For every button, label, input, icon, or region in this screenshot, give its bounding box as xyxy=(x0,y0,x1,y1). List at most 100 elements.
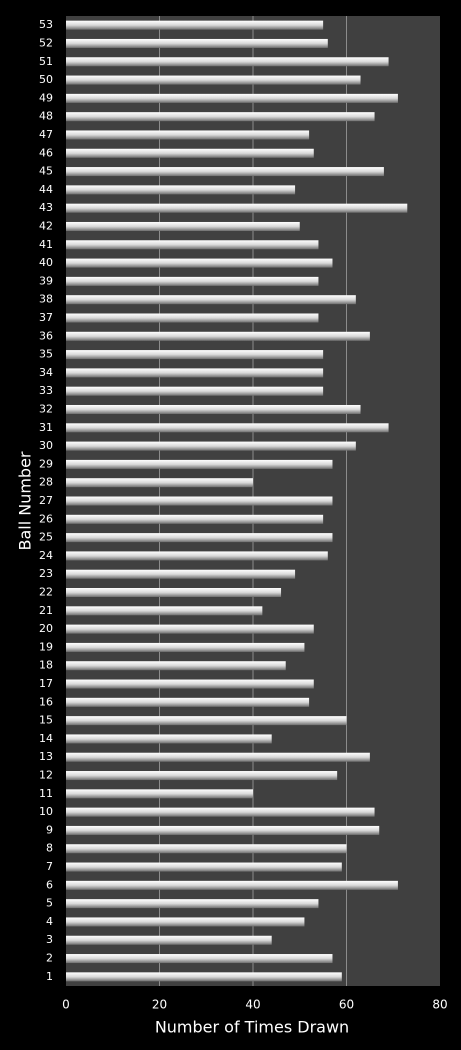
y-tick-label: 27 xyxy=(39,494,53,507)
bar xyxy=(66,789,253,799)
y-tick-label: 49 xyxy=(39,91,53,104)
y-tick-label: 46 xyxy=(39,146,53,159)
y-tick-label: 45 xyxy=(39,165,53,178)
bar xyxy=(66,862,342,872)
bar xyxy=(66,112,375,122)
y-tick-label: 52 xyxy=(39,36,53,49)
y-axis-title: Ball Number xyxy=(16,451,35,550)
y-tick-label: 44 xyxy=(39,183,53,196)
y-tick-label: 30 xyxy=(39,439,53,452)
bar xyxy=(66,331,370,341)
bar xyxy=(66,917,305,927)
bar xyxy=(66,551,328,561)
y-tick-label: 15 xyxy=(39,714,53,727)
y-tick-label: 24 xyxy=(39,549,53,562)
y-tick-label: 43 xyxy=(39,201,53,214)
bar xyxy=(66,386,324,396)
y-tick-label: 8 xyxy=(46,842,53,855)
bar xyxy=(66,258,333,268)
bar xyxy=(66,954,333,964)
bar xyxy=(66,606,263,616)
y-tick-label: 39 xyxy=(39,274,53,287)
bar xyxy=(66,478,253,488)
bar xyxy=(66,295,356,305)
bar xyxy=(66,844,347,854)
x-tick-label: 20 xyxy=(152,998,167,1012)
y-tick-label: 22 xyxy=(39,586,53,599)
bar xyxy=(66,825,380,835)
y-tick-label: 2 xyxy=(46,952,53,965)
y-tick-label: 19 xyxy=(39,640,53,653)
y-tick-label: 31 xyxy=(39,421,53,434)
bar xyxy=(66,880,398,890)
y-tick-label: 37 xyxy=(39,311,53,324)
y-tick-label: 42 xyxy=(39,219,53,232)
bar xyxy=(66,514,324,524)
y-tick-label: 14 xyxy=(39,732,53,745)
bar xyxy=(66,771,338,781)
x-tick-label: 80 xyxy=(432,998,447,1012)
y-tick-label: 50 xyxy=(39,73,53,86)
y-tick-label: 35 xyxy=(39,348,53,361)
bar xyxy=(66,899,319,909)
y-tick-label: 7 xyxy=(46,860,53,873)
bar xyxy=(66,20,324,30)
bar xyxy=(66,533,333,543)
bar xyxy=(66,624,314,634)
bar xyxy=(66,972,342,982)
y-tick-label: 26 xyxy=(39,512,53,525)
y-tick-label: 13 xyxy=(39,750,53,763)
y-tick-label: 1 xyxy=(46,970,53,983)
y-tick-label: 38 xyxy=(39,293,53,306)
y-tick-label: 3 xyxy=(46,933,53,946)
bar xyxy=(66,93,398,103)
y-tick-label: 12 xyxy=(39,769,53,782)
y-tick-label: 16 xyxy=(39,695,53,708)
y-tick-label: 28 xyxy=(39,476,53,489)
bar xyxy=(66,496,333,506)
bar xyxy=(66,679,314,689)
y-tick-label: 25 xyxy=(39,531,53,544)
x-tick-label: 0 xyxy=(62,998,70,1012)
bar xyxy=(66,148,314,158)
y-tick-label: 9 xyxy=(46,823,53,836)
bar xyxy=(66,935,272,945)
x-tick-label: 40 xyxy=(245,998,260,1012)
bar xyxy=(66,57,389,67)
y-tick-label: 53 xyxy=(39,18,53,31)
x-axis-title: Number of Times Drawn xyxy=(155,1018,349,1037)
y-tick-label: 5 xyxy=(46,897,53,910)
bar xyxy=(66,642,305,652)
bar xyxy=(66,734,272,744)
bar xyxy=(66,661,286,671)
bar xyxy=(66,167,384,177)
y-tick-label: 18 xyxy=(39,659,53,672)
y-tick-label: 32 xyxy=(39,402,53,415)
bar xyxy=(66,716,347,726)
y-tick-label: 6 xyxy=(46,878,53,891)
bar xyxy=(66,350,324,360)
y-tick-label: 40 xyxy=(39,256,53,269)
bar xyxy=(66,75,361,85)
bar xyxy=(66,130,310,140)
y-tick-label: 11 xyxy=(39,787,53,800)
y-tick-label: 36 xyxy=(39,329,53,342)
bar xyxy=(66,752,370,762)
y-tick-label: 34 xyxy=(39,366,53,379)
bar xyxy=(66,38,328,48)
bar xyxy=(66,441,356,451)
x-tick-label: 60 xyxy=(339,998,354,1012)
y-tick-label: 4 xyxy=(46,915,53,928)
bar xyxy=(66,313,319,323)
y-tick-label: 17 xyxy=(39,677,53,690)
y-tick-label: 21 xyxy=(39,604,53,617)
bar xyxy=(66,697,310,707)
bar xyxy=(66,276,319,286)
bar xyxy=(66,404,361,414)
bar xyxy=(66,203,408,213)
bar xyxy=(66,569,296,579)
bar xyxy=(66,459,333,469)
bar xyxy=(66,588,282,598)
y-tick-label: 33 xyxy=(39,384,53,397)
